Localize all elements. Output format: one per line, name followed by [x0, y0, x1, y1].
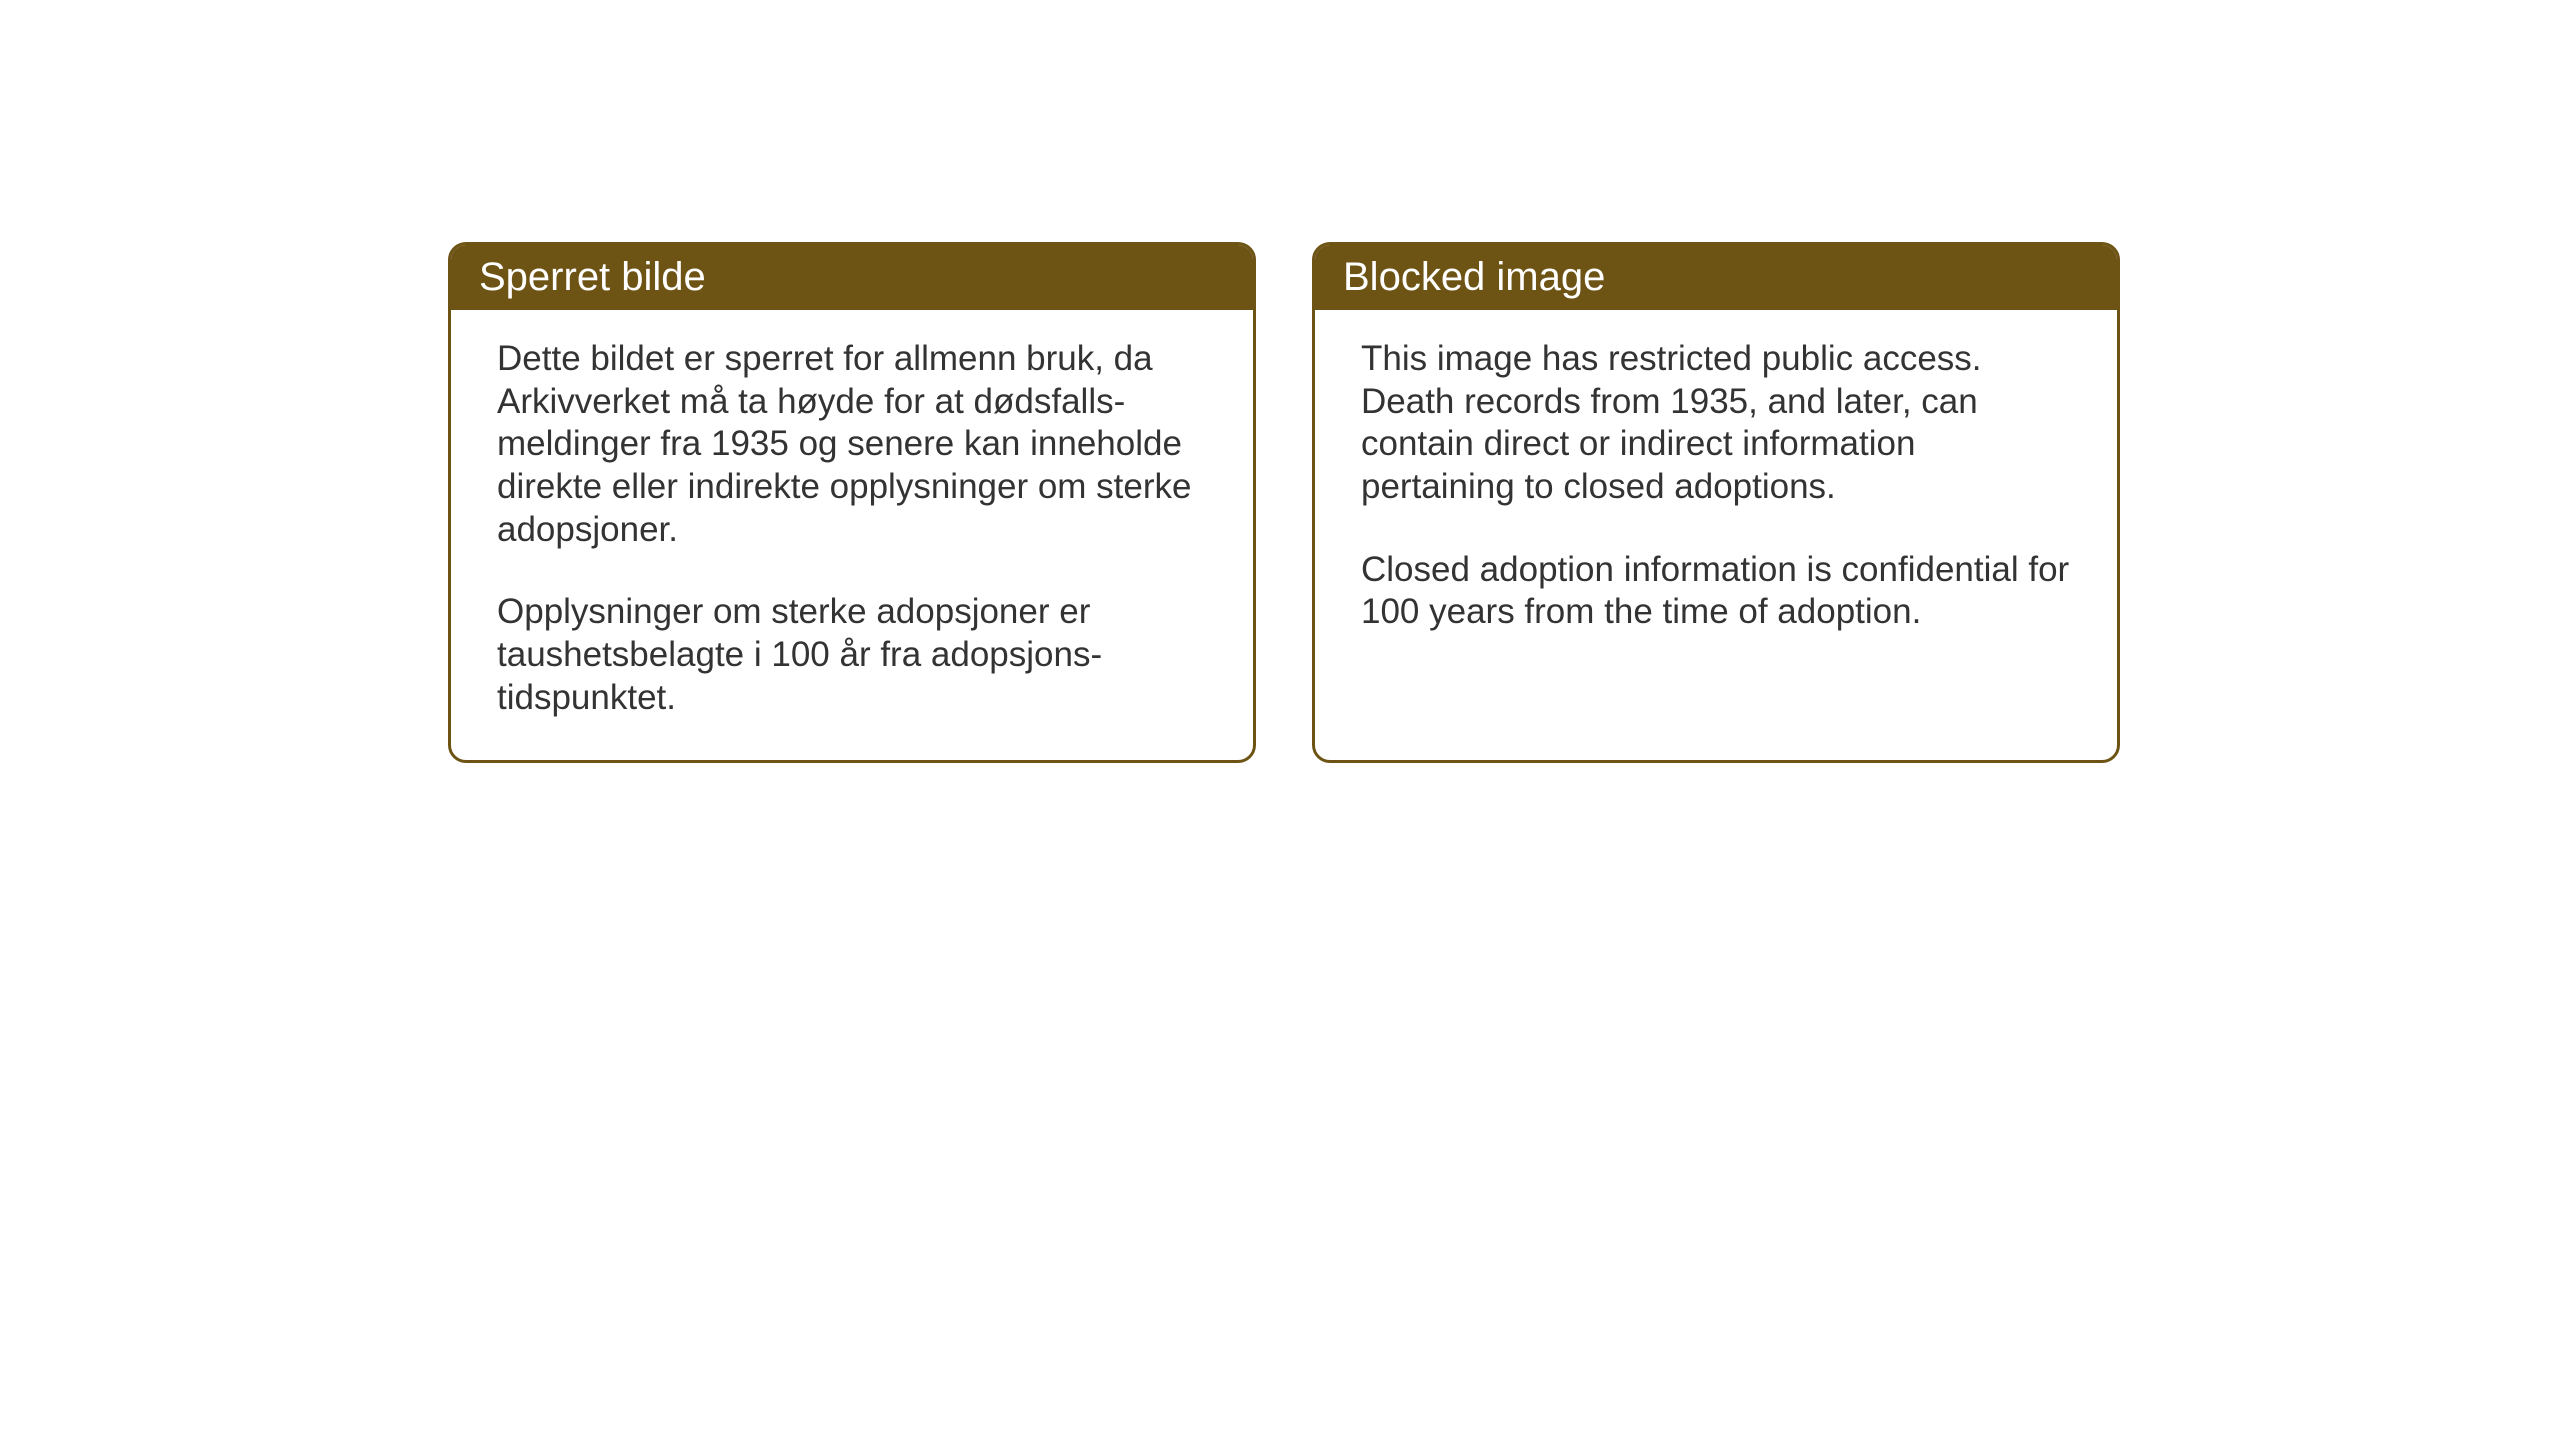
notice-body-norwegian: Dette bildet er sperret for allmenn bruk…: [451, 310, 1253, 760]
notice-header-english: Blocked image: [1315, 245, 2117, 310]
notice-paragraph1-english: This image has restricted public access.…: [1361, 338, 2071, 509]
notice-body-english: This image has restricted public access.…: [1315, 310, 2117, 674]
notice-box-norwegian: Sperret bilde Dette bildet er sperret fo…: [448, 242, 1256, 763]
notice-title-english: Blocked image: [1343, 255, 1605, 299]
notice-paragraph1-norwegian: Dette bildet er sperret for allmenn bruk…: [497, 338, 1207, 551]
notice-container: Sperret bilde Dette bildet er sperret fo…: [448, 242, 2120, 763]
notice-title-norwegian: Sperret bilde: [479, 255, 706, 299]
notice-header-norwegian: Sperret bilde: [451, 245, 1253, 310]
notice-paragraph2-norwegian: Opplysninger om sterke adopsjoner er tau…: [497, 591, 1207, 719]
notice-box-english: Blocked image This image has restricted …: [1312, 242, 2120, 763]
notice-paragraph2-english: Closed adoption information is confident…: [1361, 549, 2071, 634]
